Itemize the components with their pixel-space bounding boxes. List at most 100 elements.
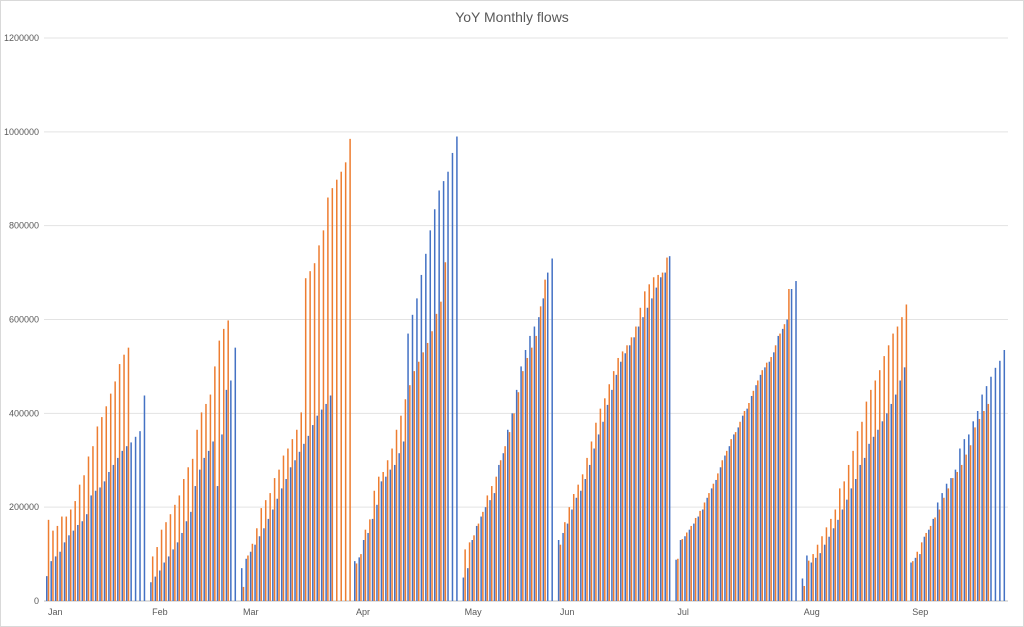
bar-series-1 xyxy=(285,479,287,601)
bar-series-1 xyxy=(941,493,943,601)
bar-series-2 xyxy=(74,501,76,601)
bar-series-2 xyxy=(222,328,225,601)
bar-series-1 xyxy=(130,442,132,601)
x-tick-label: Mar xyxy=(243,607,259,617)
bar-series-2 xyxy=(630,337,633,601)
bar-series-2 xyxy=(123,354,125,601)
bar-series-2 xyxy=(803,585,805,601)
bar-series-1 xyxy=(899,380,901,601)
bar-series-2 xyxy=(187,467,189,601)
bar-series-2 xyxy=(590,441,593,601)
bar-series-1 xyxy=(451,152,454,601)
bar-series-2 xyxy=(987,403,990,601)
bar-series-1 xyxy=(557,540,560,601)
bar-series-2 xyxy=(513,413,515,601)
bar-series-2 xyxy=(165,522,167,601)
bar-series-1 xyxy=(655,287,658,601)
bar-series-2 xyxy=(431,331,433,601)
bar-series-2 xyxy=(978,418,981,601)
bar-series-2 xyxy=(87,456,90,601)
bar-series-2 xyxy=(635,326,637,601)
bar-series-2 xyxy=(340,171,342,601)
bar-series-2 xyxy=(956,471,958,601)
bar-series-2 xyxy=(504,446,506,601)
bar-series-2 xyxy=(61,516,63,601)
bar-series-2 xyxy=(657,274,659,601)
bar-series-1 xyxy=(112,464,115,601)
bar-series-2 xyxy=(905,304,908,601)
bar-series-2 xyxy=(400,415,402,601)
bar-series-1 xyxy=(633,337,635,601)
bar-series-1 xyxy=(263,528,265,601)
bar-series-1 xyxy=(859,464,861,601)
bar-series-2 xyxy=(677,558,679,601)
bar-series-1 xyxy=(628,345,631,601)
bar-series-2 xyxy=(734,432,737,601)
bar-series-1 xyxy=(103,481,106,601)
bar-series-1 xyxy=(68,535,70,601)
bar-series-1 xyxy=(790,289,793,601)
bar-series-2 xyxy=(595,422,597,601)
bar-series-1 xyxy=(502,453,505,601)
bar-series-2 xyxy=(626,345,628,601)
bar-series-1 xyxy=(923,536,926,601)
bar-series-2 xyxy=(752,390,755,601)
bar-series-2 xyxy=(178,495,181,601)
bar-series-1 xyxy=(597,434,600,601)
bar-series-2 xyxy=(812,554,814,601)
x-tick-label: May xyxy=(465,607,483,617)
bar-series-1 xyxy=(402,441,405,601)
bar-series-2 xyxy=(391,448,393,601)
bar-series-2 xyxy=(278,469,280,601)
x-tick-label: Apr xyxy=(356,607,370,617)
bar-series-1 xyxy=(280,488,283,601)
bar-series-2 xyxy=(65,516,68,601)
bar-series-2 xyxy=(269,493,271,601)
bar-series-2 xyxy=(952,478,954,601)
bar-series-1 xyxy=(529,335,531,601)
bar-series-2 xyxy=(522,371,524,601)
bar-series-1 xyxy=(741,415,744,601)
bar-series-2 xyxy=(296,429,298,601)
bar-series-1 xyxy=(429,230,432,601)
bar-series-2 xyxy=(661,272,664,601)
y-tick-label: 1000000 xyxy=(4,127,39,137)
bar-series-2 xyxy=(639,307,642,601)
bar-series-1 xyxy=(950,478,952,601)
x-tick-label: Feb xyxy=(152,607,168,617)
bar-series-1 xyxy=(59,551,61,601)
bar-series-2 xyxy=(699,510,701,601)
bar-series-1 xyxy=(438,190,440,601)
chart-title: YoY Monthly flows xyxy=(455,9,569,25)
bar-series-2 xyxy=(681,539,684,601)
bar-series-1 xyxy=(903,367,906,601)
bar-series-1 xyxy=(819,553,821,601)
bar-series-2 xyxy=(608,384,611,601)
bar-series-2 xyxy=(703,502,706,601)
bar-series-1 xyxy=(272,509,274,601)
bar-series-1 xyxy=(447,171,449,601)
bar-series-1 xyxy=(50,561,52,601)
bar-series-1 xyxy=(872,436,875,601)
bar-series-1 xyxy=(312,425,314,601)
bar-series-1 xyxy=(358,557,360,601)
bar-series-2 xyxy=(621,351,624,601)
bar-series-1 xyxy=(433,209,436,601)
y-tick-label: 1200000 xyxy=(4,33,39,43)
bar-series-1 xyxy=(837,519,839,601)
bar-series-1 xyxy=(498,464,500,601)
bar-series-2 xyxy=(938,509,941,601)
bar-series-2 xyxy=(218,340,221,601)
bar-series-2 xyxy=(725,450,728,601)
bar-series-2 xyxy=(586,457,588,601)
bar-series-2 xyxy=(313,263,316,601)
bar-series-1 xyxy=(642,317,644,601)
bar-series-1 xyxy=(697,516,700,601)
bar-series-2 xyxy=(318,245,320,601)
bar-series-1 xyxy=(580,490,582,601)
bar-series-1 xyxy=(121,450,124,601)
bar-series-2 xyxy=(743,410,746,601)
bar-series-2 xyxy=(256,528,258,601)
bar-series-2 xyxy=(56,525,59,601)
